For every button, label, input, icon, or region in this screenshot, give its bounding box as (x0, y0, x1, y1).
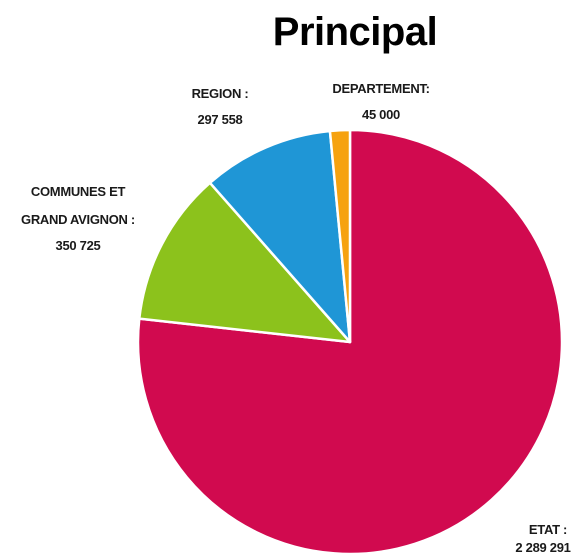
slice-label-communes-line1: COMMUNES ET (31, 184, 126, 199)
slice-label-etat: ETAT : (529, 522, 567, 537)
slice-departement (328, 128, 352, 344)
slice-label-region: REGION : (192, 86, 249, 101)
slice-value-region: 297 558 (198, 112, 243, 127)
slice-value-etat: 2 289 291 (515, 540, 570, 555)
slice-label-departement: DEPARTEMENT: (332, 81, 429, 96)
slice-value-departement: 45 000 (362, 107, 400, 122)
slice-region (208, 129, 352, 344)
slice-etat (136, 128, 564, 556)
slice-value-communes: 350 725 (56, 238, 101, 253)
chart-title: Principal (272, 10, 438, 54)
slice-communes-grand-avignon (138, 181, 352, 344)
slice-label-communes-line2: GRAND AVIGNON : (21, 212, 135, 227)
